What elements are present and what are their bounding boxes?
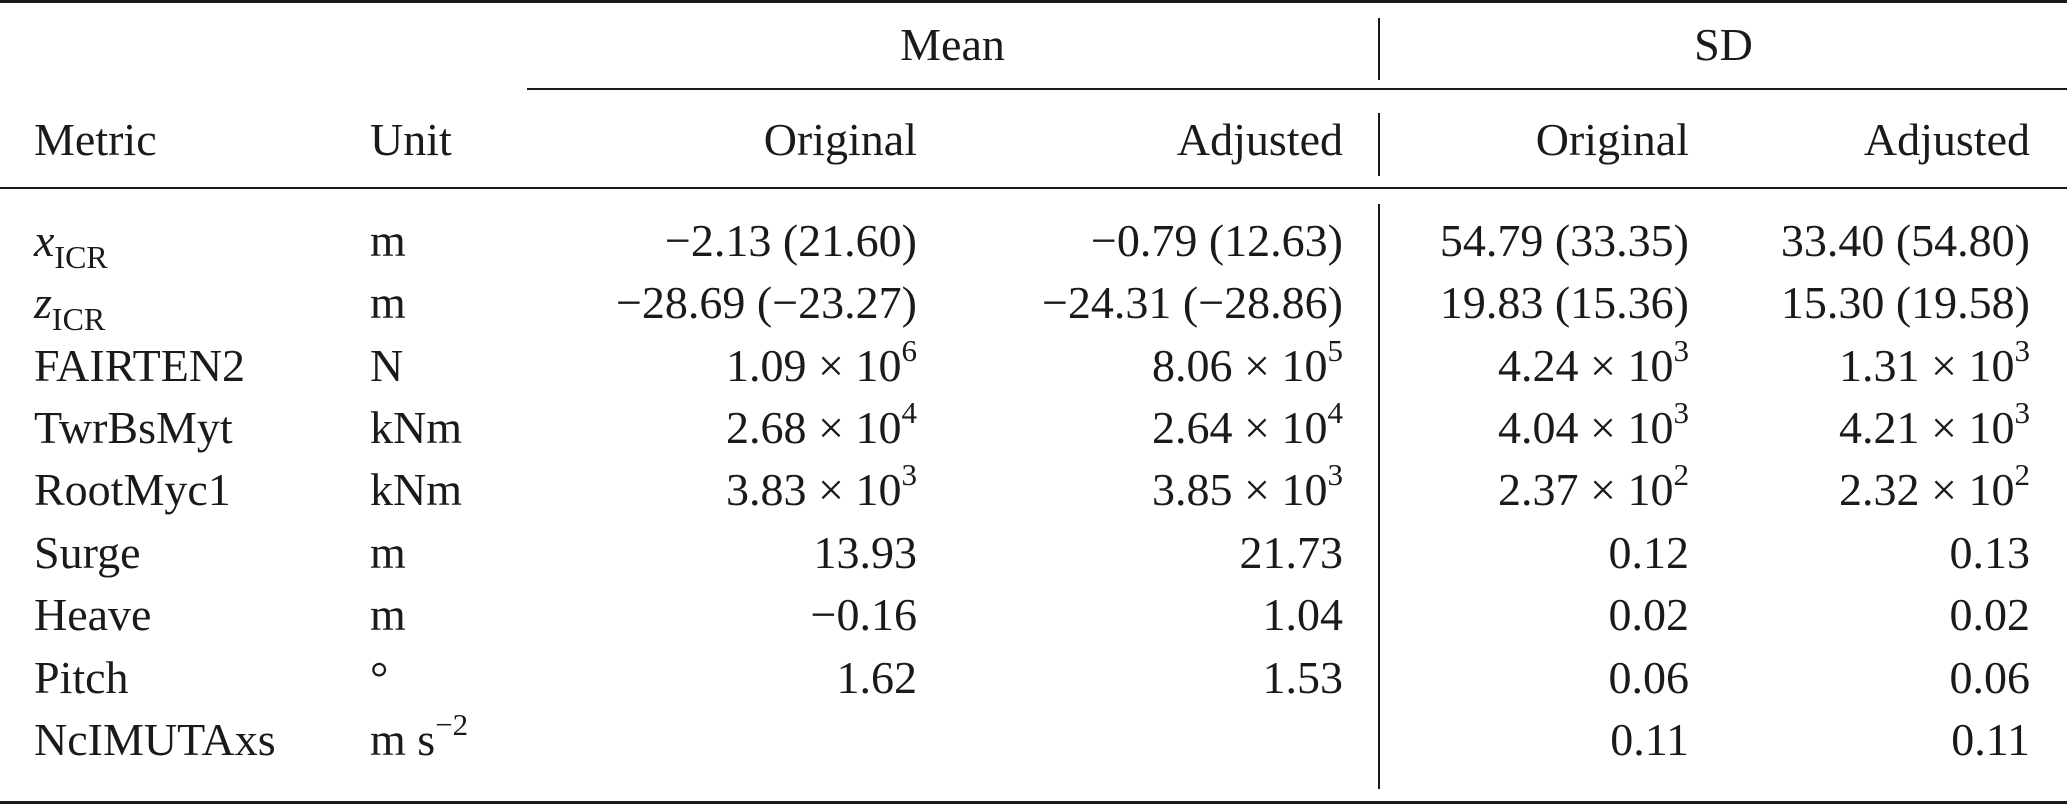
header-rule: [0, 187, 2067, 189]
cell-unit: m: [370, 277, 406, 328]
cell-mean-adjusted: 8.06 × 105: [1152, 333, 1343, 391]
cell-sd-original: 0.12: [1608, 527, 1690, 578]
cell-mean-adjusted: 2.64 × 104: [1152, 395, 1343, 453]
bottom-rule: [0, 801, 2067, 804]
cell-metric: RootMyc1: [34, 464, 231, 515]
header-mean-original: Original: [763, 114, 917, 165]
cell-mean-adjusted: −0.79 (12.63): [1090, 215, 1343, 266]
cell-sd-adjusted: 4.21 × 103: [1839, 395, 2030, 453]
cell-metric: NcIMUTAxs: [34, 714, 276, 765]
header-mean-adjusted: Adjusted: [1176, 114, 1343, 165]
cell-metric: FAIRTEN2: [34, 340, 246, 391]
group-divider-top: [1378, 18, 1380, 80]
cell-mean-original: −0.16: [810, 589, 917, 640]
group-divider-body: [1378, 204, 1380, 789]
cell-sd-adjusted: 0.02: [1949, 589, 2031, 640]
cell-mean-original: 13.93: [813, 527, 918, 578]
cell-sd-adjusted: 1.31 × 103: [1839, 333, 2030, 391]
header-metric: Metric: [34, 114, 157, 165]
cell-mean-original: −28.69 (−23.27): [615, 277, 917, 328]
cell-sd-adjusted: 15.30 (19.58): [1780, 277, 2030, 328]
cell-unit: m: [370, 527, 406, 578]
cell-mean-adjusted: −24.31 (−28.86): [1041, 277, 1343, 328]
sd-group-header: SD: [1694, 19, 1753, 70]
cell-sd-original: 54.79 (33.35): [1439, 215, 1689, 266]
cell-sd-adjusted: 33.40 (54.80): [1780, 215, 2030, 266]
cell-metric: Surge: [34, 527, 141, 578]
header-sd-original: Original: [1535, 114, 1689, 165]
cell-mean-adjusted: 3.85 × 103: [1152, 457, 1343, 515]
cell-sd-adjusted: 2.32 × 102: [1839, 457, 2030, 515]
header-sd-adjusted: Adjusted: [1863, 114, 2030, 165]
group-divider-header: [1378, 113, 1380, 176]
header-unit: Unit: [370, 114, 452, 165]
cell-mean-original: 2.68 × 104: [726, 395, 917, 453]
top-rule: [0, 0, 2067, 3]
cell-unit: °: [370, 652, 389, 703]
cell-metric: Heave: [34, 589, 152, 640]
mean-group-header: Mean: [900, 19, 1005, 70]
cell-sd-original: 4.04 × 103: [1498, 395, 1689, 453]
cell-unit: N: [370, 340, 404, 391]
cell-mean-original: 1.62: [836, 652, 918, 703]
mean-group-rule: [527, 88, 2067, 90]
cell-sd-original: 2.37 × 102: [1498, 457, 1689, 515]
cell-mean-adjusted: 1.04: [1262, 589, 1344, 640]
cell-mean-original: 3.83 × 103: [726, 457, 917, 515]
cell-metric: xICR: [34, 215, 108, 275]
cell-mean-adjusted: 21.73: [1239, 527, 1344, 578]
cell-metric: TwrBsMyt: [34, 402, 233, 453]
cell-mean-original: 1.09 × 106: [726, 333, 917, 391]
cell-mean-adjusted: 1.53: [1262, 652, 1344, 703]
cell-sd-original: 0.11: [1610, 714, 1689, 765]
cell-sd-original: 0.06: [1608, 652, 1690, 703]
cell-unit: kNm: [370, 402, 462, 453]
cell-sd-original: 4.24 × 103: [1498, 333, 1689, 391]
cell-unit: m: [370, 215, 406, 266]
cell-sd-original: 0.02: [1608, 589, 1690, 640]
cell-sd-original: 19.83 (15.36): [1439, 277, 1689, 328]
cell-sd-adjusted: 0.13: [1949, 527, 2031, 578]
cell-unit: m: [370, 589, 406, 640]
cell-metric: zICR: [34, 277, 106, 337]
cell-metric: Pitch: [34, 652, 129, 703]
cell-mean-original: −2.13 (21.60): [664, 215, 917, 266]
cell-unit: kNm: [370, 464, 462, 515]
cell-sd-adjusted: 0.11: [1951, 714, 2030, 765]
cell-unit: m s−2: [370, 707, 469, 765]
cell-sd-adjusted: 0.06: [1949, 652, 2031, 703]
